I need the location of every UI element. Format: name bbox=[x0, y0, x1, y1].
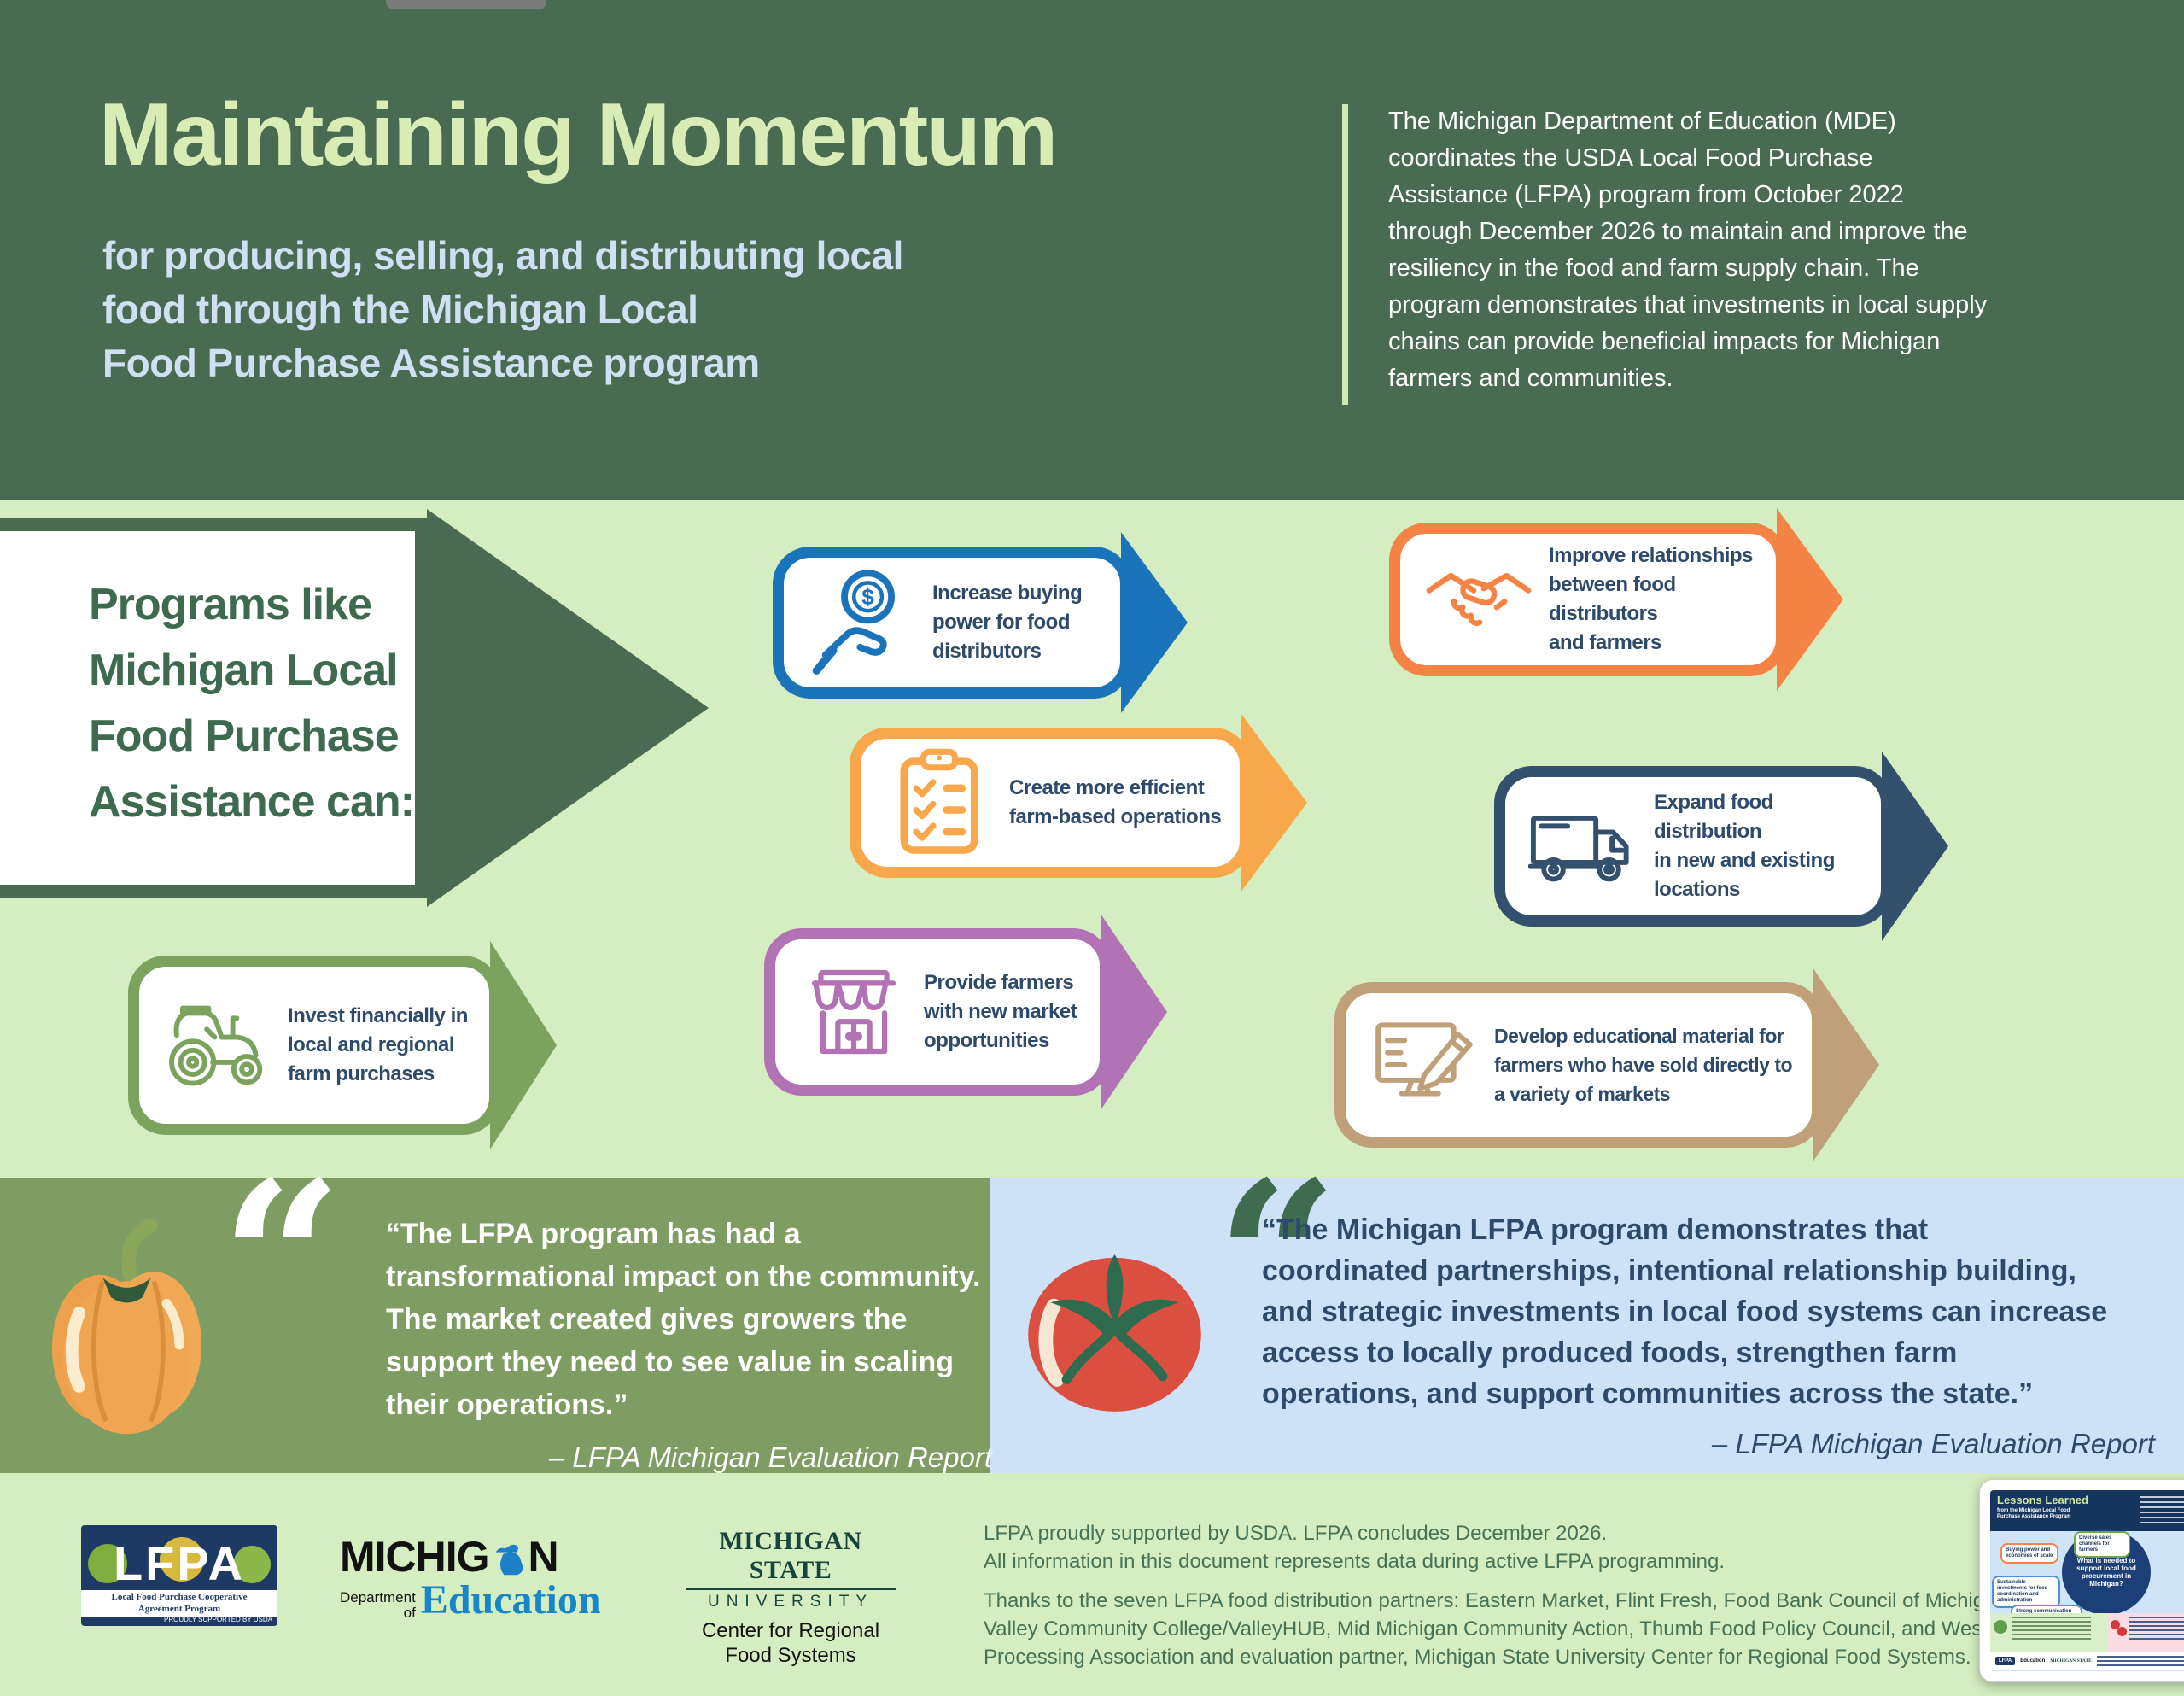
thumbnail-title: Lessons Learned bbox=[1997, 1494, 2088, 1506]
lfpa-logo-subtext: Local Food Purchase Cooperative Agreemen… bbox=[81, 1590, 277, 1617]
thumbnail-quote-left bbox=[1990, 1613, 2107, 1652]
pepper-illustration bbox=[39, 1216, 214, 1448]
window-tab[interactable] bbox=[386, 0, 546, 9]
footer-line-2: All information in this document represe… bbox=[984, 1550, 1725, 1573]
benefit-text: Provide farmers with new market opportun… bbox=[924, 971, 1077, 1052]
thumbnail-mde-logo: Education bbox=[2020, 1658, 2046, 1664]
thumbnail-intro-lines bbox=[2140, 1496, 2184, 1525]
header-divider bbox=[1342, 104, 1348, 405]
footer-text-block: LFPA proudly supported by USDA. LFPA con… bbox=[984, 1519, 2048, 1671]
lessons-learned-thumbnail[interactable]: Lessons Learned from the Michigan Local … bbox=[1979, 1479, 2184, 1682]
thumbnail-msu-logo: MICHIGAN STATE bbox=[2050, 1658, 2092, 1664]
msu-logo-line1: MICHIGAN STATE bbox=[719, 1527, 862, 1584]
quote-attribution-right: – LFPA Michigan Evaluation Report bbox=[1711, 1428, 2155, 1459]
tomato-illustration bbox=[1019, 1226, 1211, 1427]
lead-box: Programs like Michigan Local Food Purcha… bbox=[0, 518, 429, 898]
thumbnail-quote-right bbox=[2107, 1613, 2184, 1652]
msu-logo-line2: UNIVERSITY bbox=[707, 1593, 874, 1611]
apple-icon bbox=[233, 1546, 271, 1583]
msu-logo-rule bbox=[686, 1588, 896, 1590]
benefit-card-expand-distribution: Expand food distribution in new and exis… bbox=[1494, 752, 1948, 941]
benefit-text: Invest financially in local and regional… bbox=[288, 1004, 468, 1085]
thumbnail-lfpa-logo: LFPA bbox=[1995, 1657, 2016, 1665]
benefit-text: Create more efficient farm-based operati… bbox=[1009, 776, 1222, 828]
lettuce-icon bbox=[1994, 1620, 2007, 1634]
quote-text-right: “The Michigan LFPA program demonstrates … bbox=[1262, 1214, 2108, 1410]
page-subtitle: for producing, selling, and distributing… bbox=[102, 233, 903, 385]
thumbnail-quote-lines bbox=[2012, 1617, 2092, 1642]
benefit-text: Develop educational material for farmers… bbox=[1494, 1025, 1793, 1105]
quote-text-left: “The LFPA program has had a transformati… bbox=[386, 1218, 981, 1421]
benefit-card-educational-material: Develop educational material for farmers… bbox=[1334, 968, 1879, 1162]
handshake-icon bbox=[1422, 563, 1535, 636]
benefit-text: Improve relationships between food distr… bbox=[1549, 544, 1753, 654]
clipboard-checklist-icon bbox=[883, 748, 996, 857]
lfpa-logo: LFPA Local Food Purchase Cooperative Agr… bbox=[81, 1525, 277, 1626]
msu-logo: MICHIGAN STATE UNIVERSITY Center for Reg… bbox=[679, 1527, 902, 1668]
header-band: Maintaining Momentum for producing, sell… bbox=[0, 0, 2184, 500]
benefit-card-buying-power: $ Increase buying power for food distrib… bbox=[773, 532, 1188, 713]
thumbnail-bubble: Buying power and economies of scale bbox=[2000, 1543, 2058, 1564]
apple-icon bbox=[160, 1537, 204, 1582]
usda-credit: PROUDLY SUPPORTED BY USDA bbox=[164, 1616, 272, 1623]
tractor-icon bbox=[161, 999, 274, 1091]
quote-attribution-left: – LFPA Michigan Evaluation Report bbox=[548, 1442, 992, 1473]
thumbnail-footer-lines bbox=[2096, 1656, 2184, 1666]
monitor-pencil-icon bbox=[1368, 1018, 1480, 1112]
thumbnail-subtitle: from the Michigan Local Food Purchase As… bbox=[1997, 1508, 2071, 1519]
benefit-card-efficient-operations: Create more efficient farm-based operati… bbox=[850, 713, 1307, 892]
michigan-state-shape-icon bbox=[491, 1541, 527, 1578]
mde-logo-text-end: N bbox=[528, 1533, 559, 1581]
footer-line-1: LFPA proudly supported by USDA. LFPA con… bbox=[984, 1522, 1608, 1545]
benefit-text: Expand food distribution in new and exis… bbox=[1654, 791, 1835, 901]
cherry-icon bbox=[2111, 1620, 2120, 1629]
coin-hand-icon: $ bbox=[806, 566, 919, 679]
lead-text: Programs like Michigan Local Food Purcha… bbox=[89, 580, 415, 827]
thumbnail-quote-lines bbox=[2129, 1617, 2184, 1642]
mde-education-text: Education bbox=[420, 1577, 601, 1623]
thumbnail-content: Lessons Learned from the Michigan Local … bbox=[1990, 1490, 2184, 1671]
page-title: Maintaining Momentum bbox=[99, 85, 1058, 184]
msu-center-text: Center for Regional Food Systems bbox=[701, 1619, 880, 1667]
benefit-card-invest-financially: Invest financially in local and regional… bbox=[128, 941, 557, 1149]
delivery-truck-icon bbox=[1527, 805, 1640, 887]
market-stall-icon bbox=[797, 964, 910, 1060]
thumbnail-bubble: Sustainable investments for food coordin… bbox=[1992, 1576, 2060, 1608]
thumbnail-bubble: Diverse sales channels for farmers bbox=[2074, 1531, 2130, 1558]
footer-partners: Thanks to the seven LFPA food distributi… bbox=[984, 1589, 2048, 1669]
quote-mark-left: “ bbox=[220, 1134, 343, 1385]
benefit-card-relationships: Improve relationships between food distr… bbox=[1389, 508, 1843, 691]
benefit-text: Increase buying power for food distribut… bbox=[932, 582, 1083, 663]
svg-text:$: $ bbox=[861, 584, 874, 610]
intro-paragraph: The Michigan Department of Education (MD… bbox=[1388, 108, 1988, 392]
apple-icon bbox=[88, 1544, 127, 1583]
mde-logo: MICHIG N Department of Education bbox=[340, 1535, 630, 1621]
lfpa-logo-text: LFPA bbox=[113, 1536, 246, 1590]
benefit-card-market-opportunities: Provide farmers with new market opportun… bbox=[764, 914, 1167, 1110]
lead-arrow bbox=[427, 509, 709, 907]
cherry-icon bbox=[2117, 1627, 2127, 1636]
mde-logo-text-start: MICHIG bbox=[340, 1533, 490, 1581]
mde-dept-text: Department of bbox=[340, 1589, 416, 1621]
